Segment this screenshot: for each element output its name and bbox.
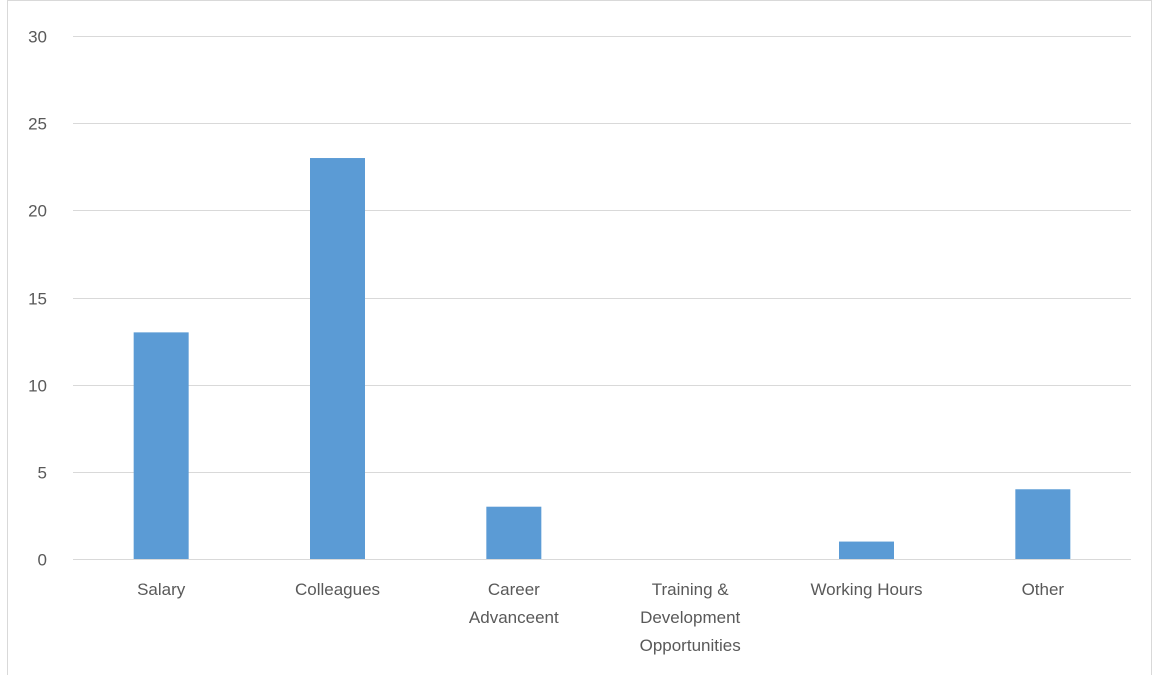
x-axis-labels: Salary Colleagues Career Advanceent Training… (137, 580, 1064, 655)
x-category-label-line: Opportunities (640, 636, 741, 655)
x-category-label-line: Other (1022, 580, 1065, 599)
y-tick-label: 0 (38, 551, 47, 570)
bar-5 (1015, 489, 1071, 559)
x-category-label-line: Working Hours (810, 580, 922, 599)
x-category-label: Training & Development Opportunities (640, 580, 741, 655)
y-tick-label: 20 (28, 202, 47, 221)
x-category-label: Colleagues (295, 580, 380, 599)
x-category-label-line: Advanceent (469, 608, 559, 627)
x-category-label-line: Development (640, 608, 740, 627)
y-axis-ticks: 0 5 10 15 20 25 30 (28, 28, 47, 570)
x-category-label: Working Hours (810, 580, 922, 599)
y-tick-label: 30 (28, 28, 47, 47)
x-category-label-line: Colleagues (295, 580, 380, 599)
x-category-label: Other (1022, 580, 1065, 599)
bar-4 (839, 541, 894, 559)
y-tick-label: 5 (38, 464, 47, 483)
y-tick-label: 10 (28, 377, 47, 396)
y-tick-label: 15 (28, 290, 47, 309)
y-tick-label: 25 (28, 115, 47, 134)
bar-1 (310, 158, 365, 560)
x-category-label-line: Career (488, 580, 540, 599)
x-category-label-line: Salary (137, 580, 186, 599)
x-category-label: Salary (137, 580, 186, 599)
gridlines (73, 36, 1131, 560)
x-category-label-line: Training & (652, 580, 730, 599)
bars (133, 158, 1071, 560)
bar-2 (486, 506, 542, 559)
x-category-label: Career Advanceent (469, 580, 559, 627)
bar-0 (133, 332, 189, 559)
